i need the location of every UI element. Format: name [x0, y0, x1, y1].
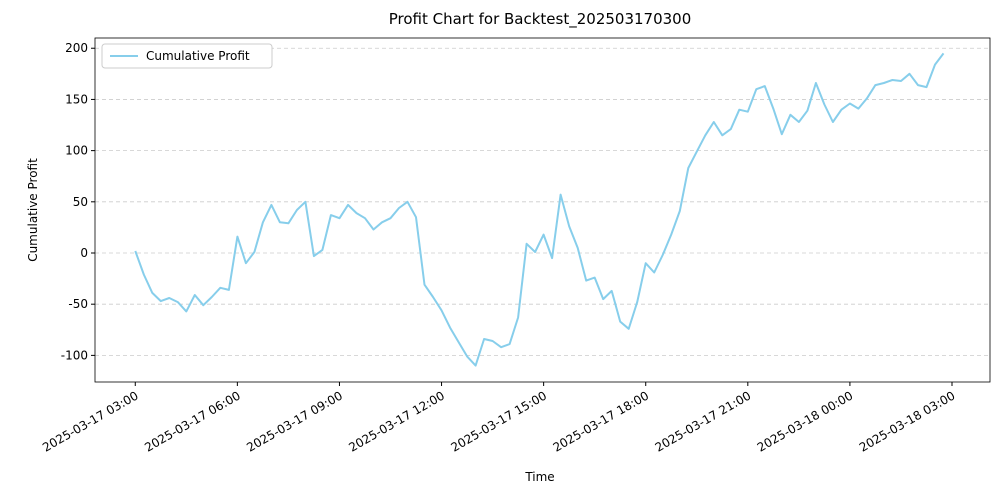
- legend-box: [101, 43, 273, 69]
- plot-frame: [94, 37, 991, 383]
- x-tick-label: 2025-03-17 03:00: [40, 388, 141, 454]
- legend: Cumulative Profit: [101, 43, 273, 69]
- y-tick-label: 200: [65, 41, 88, 55]
- x-tick-label: 2025-03-17 12:00: [346, 388, 447, 454]
- y-tick-label: 0: [80, 246, 88, 260]
- y-tick-label: -50: [68, 297, 88, 311]
- y-tick-label: 100: [65, 144, 88, 158]
- x-tick-label: 2025-03-17 18:00: [551, 388, 652, 454]
- x-tick-label: 2025-03-18 03:00: [857, 388, 958, 454]
- x-tick-label: 2025-03-17 06:00: [142, 388, 243, 454]
- data-line: [134, 52, 945, 367]
- y-axis-label: Cumulative Profit: [26, 158, 40, 262]
- x-tick-label: 2025-03-17 15:00: [448, 388, 549, 454]
- legend-label: Cumulative Profit: [146, 49, 250, 63]
- y-tick-label: -100: [61, 348, 88, 362]
- x-tick-label: 2025-03-18 00:00: [755, 388, 856, 454]
- x-tick-label: 2025-03-17 21:00: [653, 388, 754, 454]
- y-tick-label: 50: [73, 195, 88, 209]
- x-tick-label: 2025-03-17 09:00: [244, 388, 345, 454]
- y-tick-label: 150: [65, 92, 88, 106]
- x-axis-label: Time: [524, 470, 554, 484]
- chart-title: Profit Chart for Backtest_202503170300: [389, 10, 692, 29]
